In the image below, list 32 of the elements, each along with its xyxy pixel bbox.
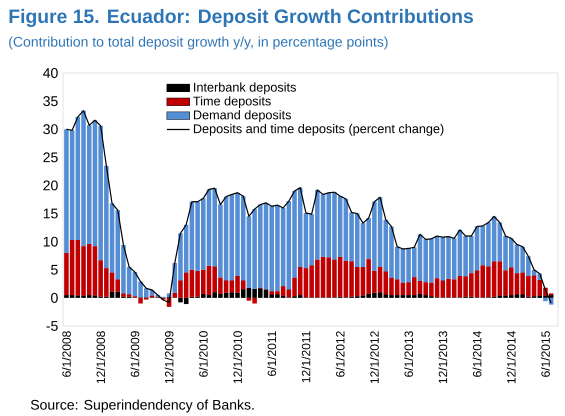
y-tick-label: 30 (43, 124, 58, 134)
y-tick-label: 20 (43, 180, 58, 190)
legend-label: Time deposits (193, 96, 271, 108)
chart-subtitle: (Contribution to total deposit growth y/y, in percentage points) (9, 36, 388, 50)
chart-title: Figure 15. Ecuador: Deposit Growth Contributions (10, 8, 473, 28)
x-tick-label: 12/1/2010 (233, 331, 242, 384)
legend-label: Deposits and time deposits (percent change) (194, 124, 444, 136)
x-tick-label: 6/1/2009 (130, 331, 140, 377)
x-tick-label: 12/1/2014 (506, 331, 516, 384)
x-tick-label: 12/1/2008 (96, 331, 106, 384)
source-note: Source: Superindendency of Banks. (30, 399, 254, 413)
y-tick-label: 0 (51, 292, 58, 303)
legend-label: Interbank deposits (194, 82, 296, 94)
y-tick-label: 35 (43, 96, 58, 106)
x-tick-label: 6/1/2010 (198, 331, 208, 377)
y-tick-label: 10 (44, 236, 58, 247)
x-tick-label: 12/1/2011 (302, 331, 310, 382)
x-tick-label: 6/1/2008 (62, 331, 71, 377)
x-tick-label: 6/1/2015 (541, 331, 550, 377)
y-tick-label: 25 (43, 152, 58, 162)
x-tick-label: 6/1/2011 (267, 331, 276, 376)
y-tick-label: -5 (46, 321, 58, 331)
y-tick-label: 5 (51, 264, 58, 275)
x-tick-label: 6/1/2012 (336, 331, 345, 377)
y-tick-label: 15 (44, 208, 58, 218)
x-tick-label: 6/1/2013 (404, 331, 413, 377)
legend-label: Demand deposits (194, 110, 291, 122)
x-tick-label: 12/1/2009 (164, 331, 174, 384)
x-tick-label: 6/1/2014 (472, 331, 482, 377)
x-tick-label: 12/1/2013 (438, 331, 448, 384)
y-tick-label: 40 (43, 68, 58, 78)
x-tick-label: 12/1/2012 (370, 331, 379, 384)
